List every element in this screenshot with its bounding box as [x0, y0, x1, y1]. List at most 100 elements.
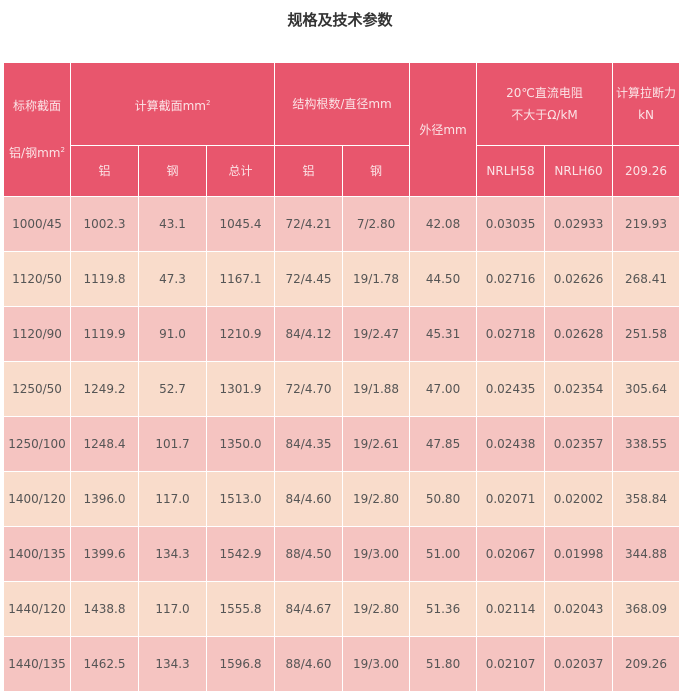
table-cell: 1301.9	[205, 361, 276, 417]
table-cell: 84/4.35	[274, 416, 344, 472]
table-row: 1120/90 1119.9 91.0 1210.9 84/4.12 19/2.47 45.…	[3, 306, 680, 362]
table-cell: 1120/90	[3, 306, 71, 362]
table-cell: 1399.6	[70, 526, 139, 582]
table-cell: 1542.9	[205, 526, 276, 582]
subheader-cell: 铝	[70, 145, 139, 197]
header-calc-section: 计算截面mm2	[69, 62, 276, 146]
table-cell: 1210.9	[205, 306, 276, 362]
table-cell: 358.84	[612, 471, 680, 527]
table-row: 1400/135 1399.6 134.3 1542.9 88/4.50 19/3.00 5…	[3, 526, 680, 582]
table-row: 1440/120 1438.8 117.0 1555.8 84/4.67 19/2.80 5…	[3, 581, 680, 637]
table-cell: 0.02357	[544, 416, 614, 472]
table-row: 1120/50 1119.8 47.3 1167.1 72/4.45 19/1.78 44.…	[3, 251, 680, 307]
table-cell: 368.09	[612, 581, 680, 637]
header-resistance: 20℃直流电阻 不大于Ω/kM	[476, 62, 614, 146]
table-cell: 43.1	[138, 196, 207, 252]
table-cell: 0.02071	[476, 471, 546, 527]
table-cell: 1167.1	[205, 251, 276, 307]
table-cell: 0.02933	[544, 196, 614, 252]
subheader-cell: 铝	[274, 145, 344, 197]
table-cell: 1119.8	[70, 251, 139, 307]
table-cell: 72/4.45	[274, 251, 344, 307]
table-cell: 0.02438	[476, 416, 546, 472]
table-cell: 0.02354	[544, 361, 614, 417]
table-row: 1250/50 1249.2 52.7 1301.9 72/4.70 19/1.88 47.…	[3, 361, 680, 417]
table-cell: 88/4.50	[274, 526, 344, 582]
subheader-cell: 钢	[138, 145, 207, 197]
header-outer-diameter: 外径mm	[409, 62, 478, 197]
table-cell: 0.02067	[476, 526, 546, 582]
table-cell: 19/2.80	[342, 581, 411, 637]
table-cell: 1120/50	[3, 251, 71, 307]
table-cell: 91.0	[138, 306, 207, 362]
table-cell: 134.3	[138, 636, 207, 692]
table-cell: 0.02002	[544, 471, 614, 527]
table-cell: 19/2.80	[342, 471, 411, 527]
table-cell: 1250/100	[3, 416, 71, 472]
table-row: 1250/100 1248.4 101.7 1350.0 84/4.35 19/2.61 4…	[3, 416, 680, 472]
table-cell: 1119.9	[70, 306, 139, 362]
table-cell: 0.02626	[544, 251, 614, 307]
table-cell: 19/3.00	[342, 526, 411, 582]
table-cell: 1249.2	[70, 361, 139, 417]
table-cell: 44.50	[409, 251, 478, 307]
table-cell: 72/4.21	[274, 196, 344, 252]
table-cell: 42.08	[409, 196, 478, 252]
table-cell: 47.00	[409, 361, 478, 417]
table-cell: 134.3	[138, 526, 207, 582]
table-row: 1440/135 1462.5 134.3 1596.8 88/4.60 19/3.00 5…	[3, 636, 680, 692]
table-cell: 19/1.78	[342, 251, 411, 307]
table-cell: 0.02107	[476, 636, 546, 692]
table-cell: 84/4.67	[274, 581, 344, 637]
table-cell: 51.00	[409, 526, 478, 582]
table-cell: 1438.8	[70, 581, 139, 637]
subheader-cell: NRLH58	[476, 145, 546, 197]
table-cell: 1555.8	[205, 581, 276, 637]
table-cell: 1045.4	[205, 196, 276, 252]
table-cell: 0.02037	[544, 636, 614, 692]
table-cell: 344.88	[612, 526, 680, 582]
table-cell: 0.02114	[476, 581, 546, 637]
header-tensile: 计算拉断力 kN	[612, 62, 680, 146]
table-cell: 1462.5	[70, 636, 139, 692]
table-cell: 1596.8	[205, 636, 276, 692]
table-cell: 1400/120	[3, 471, 71, 527]
table-cell: 1513.0	[205, 471, 276, 527]
subheader-cell: 总计	[205, 145, 276, 197]
table-cell: 338.55	[612, 416, 680, 472]
table-cell: 1000/45	[3, 196, 71, 252]
table-cell: 19/3.00	[342, 636, 411, 692]
table-cell: 51.36	[409, 581, 478, 637]
table-cell: 209.26	[612, 636, 680, 692]
table-cell: 117.0	[138, 471, 207, 527]
table-cell: 47.85	[409, 416, 478, 472]
table-cell: 52.7	[138, 361, 207, 417]
table-cell: 0.02718	[476, 306, 546, 362]
table-cell: 0.02043	[544, 581, 614, 637]
table-cell: 1440/135	[3, 636, 71, 692]
table-cell: 1248.4	[70, 416, 139, 472]
table-cell: 0.02435	[476, 361, 546, 417]
table-cell: 19/2.61	[342, 416, 411, 472]
table-cell: 305.64	[612, 361, 680, 417]
table-cell: 1002.3	[70, 196, 139, 252]
table-cell: 1350.0	[205, 416, 276, 472]
table-cell: 117.0	[138, 581, 207, 637]
table-cell: 72/4.70	[274, 361, 344, 417]
table-cell: 7/2.80	[342, 196, 411, 252]
subheader-cell: 钢	[342, 145, 411, 197]
table-cell: 0.02716	[476, 251, 546, 307]
table-cell: 50.80	[409, 471, 478, 527]
table-cell: 19/2.47	[342, 306, 411, 362]
subheader-cell: NRLH60	[544, 145, 614, 197]
table-cell: 45.31	[409, 306, 478, 362]
table-cell: 268.41	[612, 251, 680, 307]
header-nominal-section: 标称截面 铝/钢mm2	[3, 62, 71, 197]
table-row: 1400/120 1396.0 117.0 1513.0 84/4.60 19/2.80 5…	[3, 471, 680, 527]
table-cell: 84/4.60	[274, 471, 344, 527]
table-cell: 1250/50	[3, 361, 71, 417]
header-structure: 结构根数/直径mm	[274, 62, 411, 146]
table-cell: 1440/120	[3, 581, 71, 637]
table-cell: 0.01998	[544, 526, 614, 582]
table-cell: 1396.0	[70, 471, 139, 527]
